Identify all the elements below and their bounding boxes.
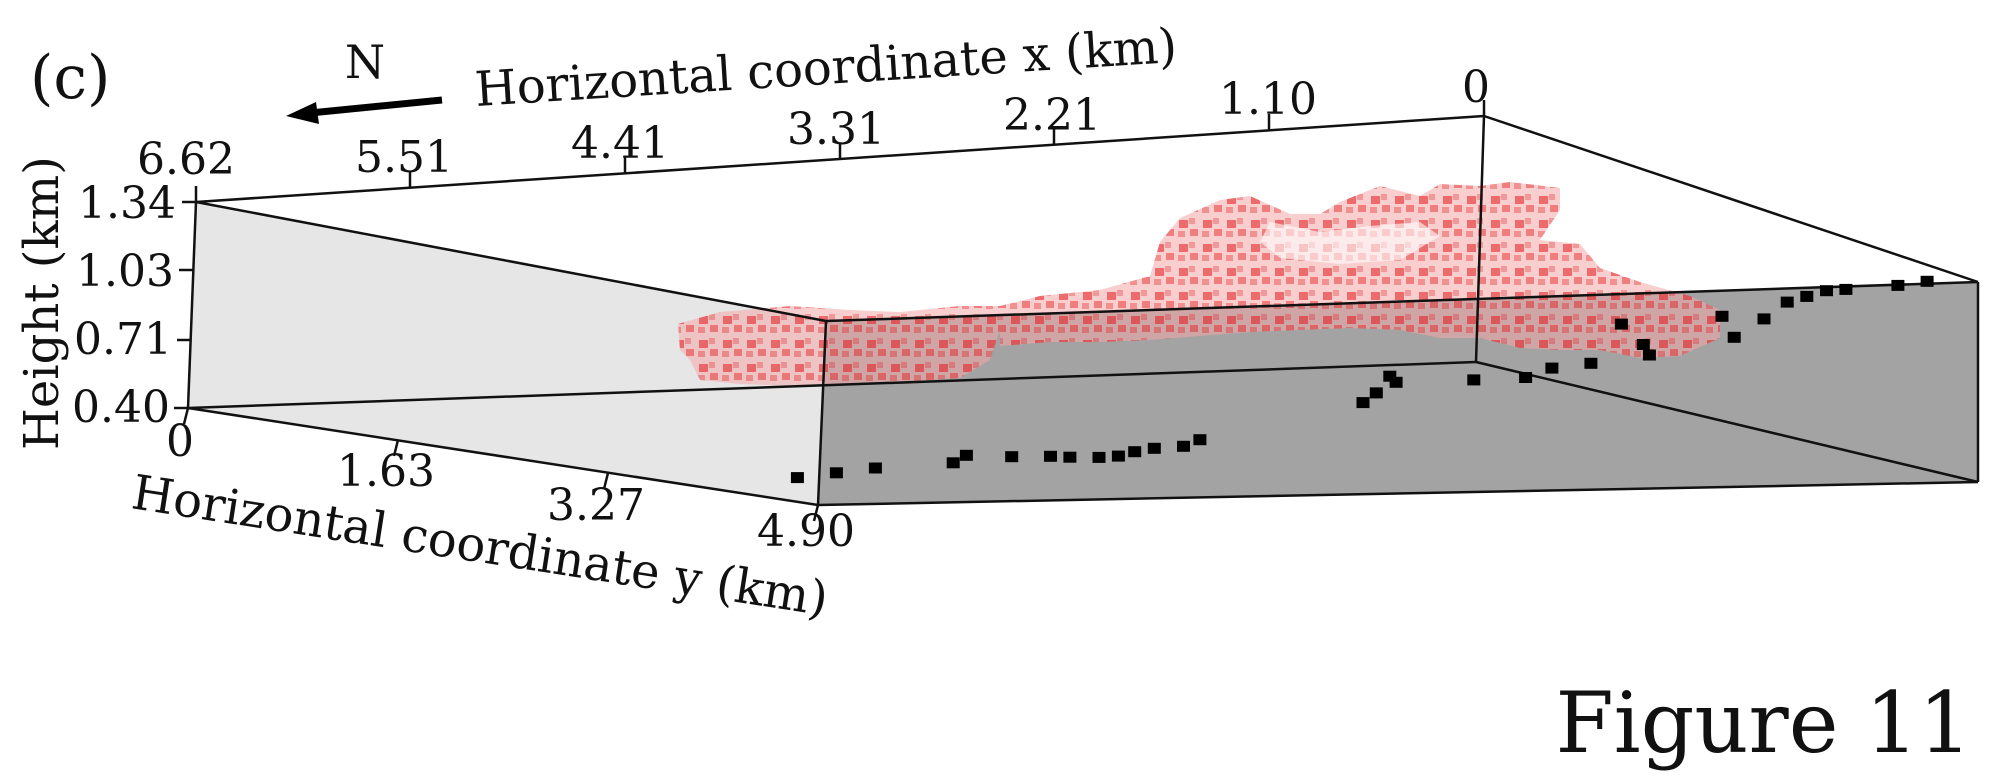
z-tick-label: 1.03 bbox=[76, 246, 174, 297]
data-point bbox=[1044, 450, 1057, 462]
x-tick-labels: 6.62 5.51 4.41 3.31 2.21 1.10 0 bbox=[137, 62, 1490, 185]
edge-top-left bbox=[195, 200, 827, 323]
data-point bbox=[1147, 442, 1161, 454]
data-point bbox=[868, 462, 882, 474]
z-axis-title: Height (km) bbox=[14, 156, 70, 450]
edge-top-front bbox=[825, 280, 1979, 323]
data-point bbox=[1128, 446, 1142, 458]
data-point bbox=[1467, 374, 1481, 386]
voxel-cloud-hole bbox=[1260, 222, 1440, 264]
edge-vert-mid bbox=[816, 320, 828, 506]
data-point bbox=[1193, 434, 1207, 446]
x-tick-label: 2.21 bbox=[1003, 90, 1101, 141]
voxel-cloud-left bbox=[678, 306, 1000, 386]
edge-bottom-right bbox=[1475, 360, 1979, 484]
x-tick-marks bbox=[194, 100, 1486, 202]
north-arrow: N bbox=[286, 35, 443, 124]
y-tick-mark bbox=[812, 504, 820, 522]
data-point bbox=[1820, 285, 1833, 297]
x-tick-label: 0 bbox=[1462, 62, 1490, 113]
voxel-cloud-right bbox=[1000, 182, 1720, 358]
north-arrow-icon bbox=[286, 102, 319, 124]
data-point bbox=[1111, 450, 1125, 462]
data-point bbox=[1519, 372, 1533, 383]
y-tick-labels: 0 1.63 3.27 4.90 bbox=[166, 416, 855, 557]
data-point bbox=[1369, 387, 1383, 399]
north-label: N bbox=[345, 35, 385, 89]
data-point bbox=[959, 449, 973, 461]
z-tick-label: 0.40 bbox=[72, 382, 170, 433]
data-point bbox=[1636, 339, 1650, 350]
edge-top-right bbox=[1483, 114, 1979, 284]
y-tick-label: 4.90 bbox=[757, 506, 855, 557]
edge-vert-back bbox=[1474, 115, 1486, 363]
data-point bbox=[1800, 290, 1814, 302]
edge-vert-left bbox=[186, 201, 198, 409]
y-tick-label: 3.27 bbox=[547, 480, 645, 531]
data-point bbox=[1780, 296, 1794, 308]
data-point bbox=[1584, 357, 1598, 369]
data-point bbox=[790, 472, 804, 484]
x-tick-label: 3.31 bbox=[787, 104, 885, 155]
edge-bottom-back bbox=[187, 360, 1477, 410]
data-point bbox=[1757, 313, 1771, 325]
edge-bottom-front bbox=[817, 480, 1979, 507]
data-point bbox=[1383, 370, 1397, 382]
x-tick-label: 6.62 bbox=[137, 134, 235, 185]
y-tick-mark bbox=[182, 407, 190, 425]
figure-label: Figure 11 bbox=[1556, 674, 1972, 772]
data-point bbox=[1092, 451, 1106, 463]
data-point bbox=[1063, 451, 1077, 463]
data-point bbox=[1177, 440, 1190, 452]
y-tick-label: 1.63 bbox=[337, 446, 435, 497]
data-points bbox=[790, 275, 1934, 484]
data-point bbox=[1839, 283, 1853, 295]
z-tick-labels: 1.34 1.03 0.71 0.40 bbox=[72, 178, 176, 433]
z-tick-marks bbox=[174, 200, 196, 410]
y-tick-label: 0 bbox=[166, 416, 194, 467]
data-point bbox=[1891, 279, 1905, 291]
edge-bottom-left bbox=[187, 406, 819, 507]
x-tick-label: 1.10 bbox=[1219, 74, 1317, 125]
y-tick-mark bbox=[392, 439, 400, 457]
data-point bbox=[1614, 318, 1628, 330]
voxel-cloud bbox=[678, 182, 1720, 386]
data-point bbox=[1005, 451, 1019, 463]
data-point bbox=[1356, 397, 1370, 409]
panel-label: (c) bbox=[30, 43, 110, 113]
data-point bbox=[1727, 331, 1741, 343]
data-point bbox=[1545, 362, 1559, 374]
data-point bbox=[1715, 310, 1729, 322]
data-point bbox=[1389, 376, 1403, 388]
y-tick-mark bbox=[602, 472, 610, 490]
side-wall bbox=[188, 202, 826, 505]
data-point bbox=[1920, 275, 1934, 287]
north-arrow-shaft bbox=[309, 96, 443, 117]
data-point bbox=[829, 467, 843, 479]
data-point bbox=[1642, 349, 1656, 361]
x-tick-label: 5.51 bbox=[355, 132, 453, 183]
z-tick-label: 1.34 bbox=[78, 178, 176, 229]
z-tick-label: 0.71 bbox=[74, 314, 172, 365]
x-tick-label: 4.41 bbox=[571, 118, 669, 169]
data-point bbox=[946, 457, 960, 469]
y-tick-marks bbox=[182, 407, 820, 522]
